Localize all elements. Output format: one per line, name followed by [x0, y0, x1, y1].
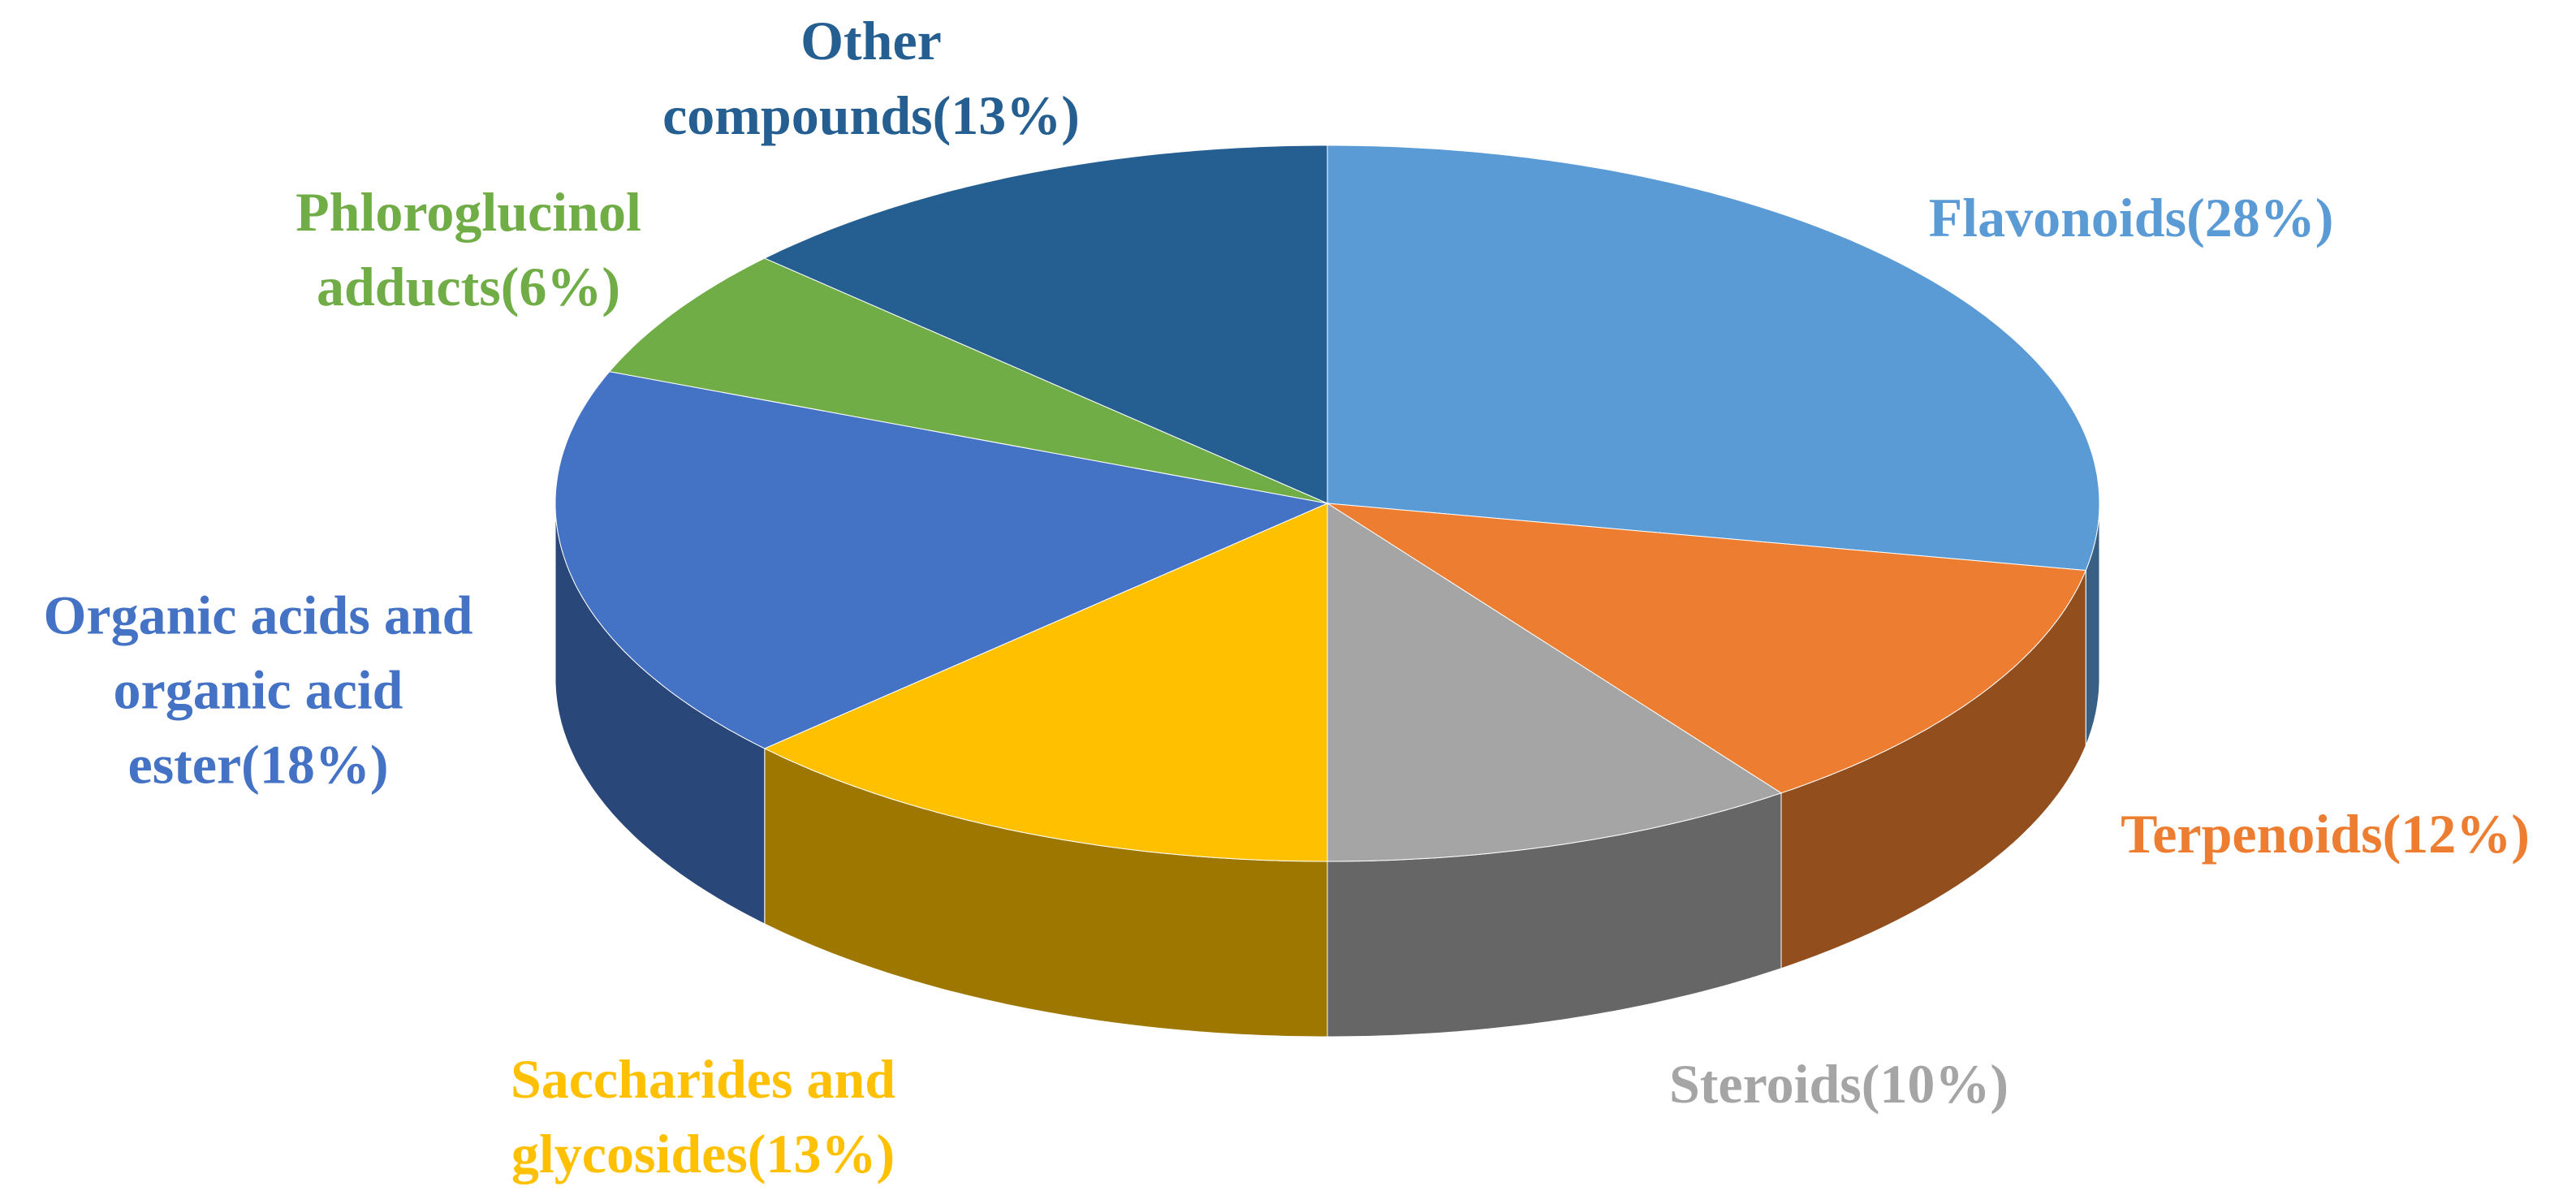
slice-label: Other compounds(13%)	[662, 10, 1080, 146]
slice	[763, 145, 1328, 504]
slice-label: Terpenoids(12%)	[2121, 803, 2530, 865]
slice	[554, 371, 1329, 749]
slice	[1327, 503, 1783, 862]
slice-label: Flavonoids(28%)	[1928, 187, 2334, 249]
slice	[1327, 145, 2100, 572]
slice-label: Saccharides and glycosides(13%)	[510, 1048, 896, 1185]
slice	[608, 257, 1328, 504]
slice	[1327, 503, 2086, 794]
slice-label: Organic acids and organic acid ester(18%…	[43, 584, 473, 795]
slice-label: Steroids(10%)	[1668, 1053, 2009, 1115]
slice-label: Phloroglucinol adducts(6%)	[296, 181, 641, 317]
slice	[763, 503, 1328, 862]
